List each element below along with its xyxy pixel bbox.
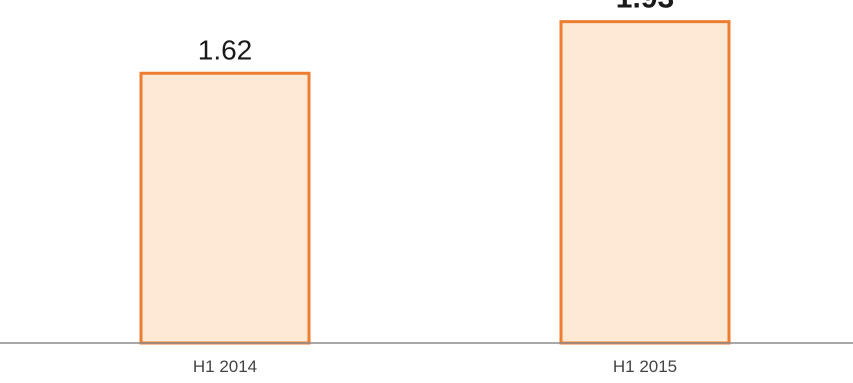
bar-h1-2015: [559, 20, 731, 345]
x-tick-label-h1-2014: H1 2014: [193, 357, 257, 376]
bar-h1-2014: [139, 71, 311, 345]
data-label-h1-2014: 1.62: [198, 34, 253, 65]
data-labels-group: 1.62 1.93: [198, 0, 674, 65]
bars-group: [139, 20, 731, 345]
data-label-h1-2015: 1.93: [616, 0, 674, 15]
x-tick-labels-group: H1 2014 H1 2015: [193, 357, 677, 376]
x-tick-label-h1-2015: H1 2015: [613, 357, 677, 376]
